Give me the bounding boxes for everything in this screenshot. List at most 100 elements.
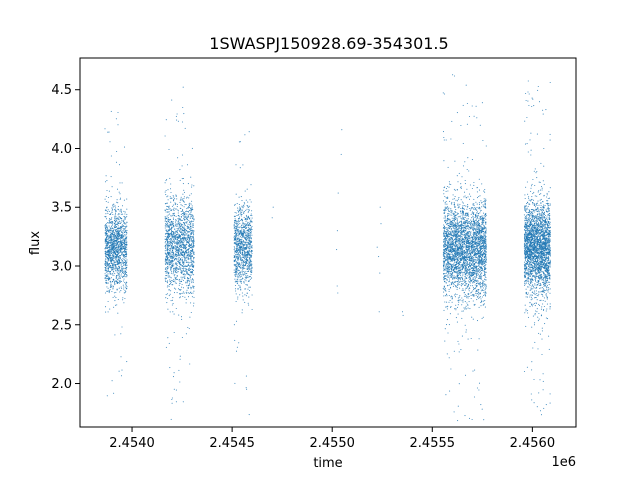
data-point [244,252,246,255]
data-point [242,259,244,261]
data-point [185,333,187,335]
data-point [444,340,446,342]
data-point [173,388,175,390]
data-point [250,262,252,264]
data-point [476,203,478,205]
data-point [248,254,250,256]
data-point [240,226,242,228]
data-point [241,200,243,202]
data-point [116,251,118,253]
data-point [247,222,249,224]
data-point [191,296,193,298]
data-point [165,222,167,225]
data-point [183,206,185,208]
data-point [116,304,118,306]
data-point [104,181,107,183]
data-point [250,231,252,233]
data-point [125,240,127,242]
data-point [189,286,191,288]
data-point [109,228,112,230]
data-point [248,238,250,240]
data-point [246,215,248,218]
data-point [182,201,184,203]
data-point [193,185,195,187]
data-point [461,300,463,302]
data-point [236,203,238,205]
data-point [185,197,188,199]
data-point [249,234,251,236]
data-point [125,223,127,225]
data-point [111,260,113,262]
data-point [165,221,168,223]
data-point [181,210,183,212]
data-point [193,285,195,288]
data-point [180,233,183,236]
data-point [173,331,175,334]
data-point [244,134,246,136]
data-point [246,388,248,390]
data-point [462,289,464,291]
data-point [175,246,177,248]
data-point [189,316,191,318]
data-point [112,296,114,298]
data-point [104,250,107,252]
data-point [242,240,244,242]
data-point [247,244,249,246]
data-point [114,244,116,247]
data-point [168,148,170,151]
data-point [113,278,115,281]
data-point [115,277,117,280]
data-point [456,112,458,114]
data-point [125,248,127,251]
data-point [244,264,246,267]
data-point [124,297,126,300]
data-point [105,195,107,197]
data-point [165,259,167,261]
data-point [177,225,179,227]
data-point [107,241,109,243]
data-point [180,271,182,273]
data-point [123,254,125,256]
data-point [165,253,167,255]
data-point [250,271,252,273]
data-point [477,220,480,222]
data-point [192,235,194,237]
data-point [104,242,106,244]
data-point [122,276,124,278]
data-point [165,243,167,245]
data-point [174,277,176,279]
data-point [114,225,116,227]
data-point [235,265,237,267]
data-point [174,202,176,204]
data-point [456,200,459,202]
data-point [169,262,172,264]
data-point [167,221,169,223]
data-point [236,224,238,226]
data-point [250,237,252,239]
data-point [175,194,177,196]
data-point [176,234,178,236]
data-point [170,290,172,292]
data-point [107,268,110,270]
data-point [192,232,194,235]
data-point [106,229,108,232]
data-point [110,219,112,221]
data-point [117,237,119,239]
data-point [167,276,169,278]
data-point [192,229,194,231]
data-point [115,231,118,233]
data-point [107,273,109,275]
data-point [187,259,189,261]
data-point [247,201,249,203]
data-point [124,239,126,241]
data-point [187,257,189,259]
data-point [447,276,449,279]
data-point [118,229,120,231]
data-point [126,229,128,232]
data-point [110,285,112,287]
data-point [124,271,126,273]
data-point [234,229,236,231]
data-point [114,220,116,222]
data-point [243,241,245,243]
data-point [182,291,184,293]
